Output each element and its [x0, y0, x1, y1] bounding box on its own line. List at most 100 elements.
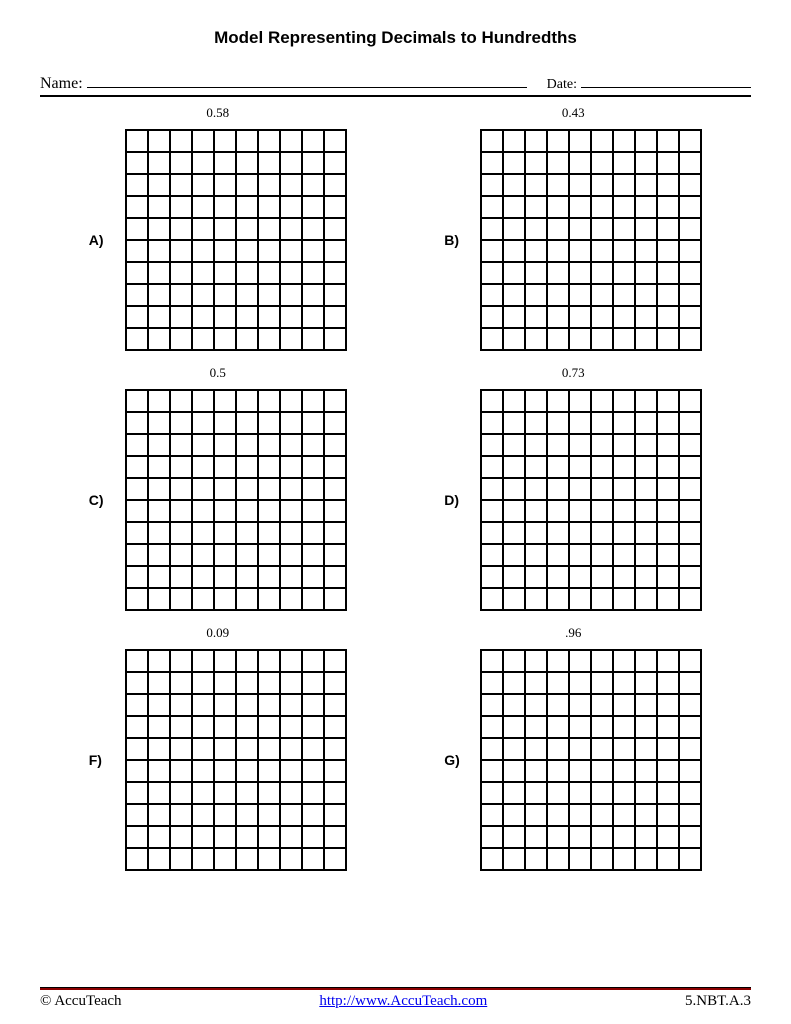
grid-cell [126, 738, 148, 760]
grid-cell [591, 716, 613, 738]
grid-cell [192, 306, 214, 328]
grid-cell [192, 782, 214, 804]
grid-cell [547, 544, 569, 566]
grid-cell [302, 522, 324, 544]
grid-cell [170, 196, 192, 218]
grid-cell [258, 544, 280, 566]
grid-cell [324, 262, 346, 284]
grid-cell [324, 672, 346, 694]
grid-cell [481, 306, 503, 328]
grid-cell [192, 284, 214, 306]
grid-cell [170, 306, 192, 328]
grid-cell [525, 130, 547, 152]
grid-cell [236, 672, 258, 694]
grid-cell [324, 412, 346, 434]
grid-cell [148, 152, 170, 174]
problem-body: C) [89, 389, 347, 611]
grid-cell [170, 522, 192, 544]
grid-cell [192, 566, 214, 588]
grid-cell [679, 738, 701, 760]
grid-cell [525, 284, 547, 306]
problem: 0.73D) [396, 365, 752, 611]
grid-cell [236, 650, 258, 672]
grid-cell [170, 760, 192, 782]
grid-cell [569, 478, 591, 500]
grid-cell [324, 328, 346, 350]
grid-cell [324, 848, 346, 870]
grid-cell [170, 738, 192, 760]
grid-cell [148, 782, 170, 804]
grid-cell [613, 522, 635, 544]
grid-cell [679, 650, 701, 672]
name-input-line[interactable] [87, 70, 527, 88]
grid-cell [170, 152, 192, 174]
grid-cell [657, 782, 679, 804]
grid-cell [503, 672, 525, 694]
grid-cell [192, 672, 214, 694]
grid-cell [236, 130, 258, 152]
grid-cell [591, 262, 613, 284]
grid-cell [613, 804, 635, 826]
grid-cell [657, 284, 679, 306]
grid-cell [613, 240, 635, 262]
grid-cell [657, 412, 679, 434]
grid-cell [192, 500, 214, 522]
grid-cell [635, 284, 657, 306]
grid-cell [569, 566, 591, 588]
grid-cell [236, 284, 258, 306]
page-title: Model Representing Decimals to Hundredth… [40, 28, 751, 48]
grid-cell [258, 218, 280, 240]
problem: 0.43B) [396, 105, 752, 351]
grid-cell [192, 738, 214, 760]
grid-cell [214, 434, 236, 456]
grid-cell [258, 694, 280, 716]
date-input-line[interactable] [581, 70, 751, 88]
grid-cell [503, 174, 525, 196]
grid-cell [214, 650, 236, 672]
grid-cell [236, 262, 258, 284]
grid-cell [591, 284, 613, 306]
grid-cell [569, 218, 591, 240]
problem-letter: G) [444, 752, 480, 768]
grid-cell [635, 804, 657, 826]
grid-cell [148, 306, 170, 328]
grid-cell [302, 544, 324, 566]
grid-cell [148, 694, 170, 716]
grid-cell [280, 804, 302, 826]
grid-cell [481, 284, 503, 306]
grid-cell [481, 434, 503, 456]
grid-cell [214, 390, 236, 412]
grid-cell [591, 804, 613, 826]
grid-cell [214, 306, 236, 328]
grid-cell [569, 760, 591, 782]
grid-cell [679, 500, 701, 522]
grid-cell [503, 566, 525, 588]
grid-cell [148, 196, 170, 218]
grid-cell [214, 196, 236, 218]
grid-cell [192, 588, 214, 610]
grid-cell [547, 588, 569, 610]
grid-cell [302, 738, 324, 760]
footer-link[interactable]: http://www.AccuTeach.com [319, 993, 487, 1010]
grid-cell [503, 456, 525, 478]
grid-cell [236, 782, 258, 804]
grid-cell [481, 650, 503, 672]
grid-cell [547, 262, 569, 284]
grid-cell [148, 262, 170, 284]
grid-cell [236, 500, 258, 522]
grid-cell [170, 174, 192, 196]
grid-cell [258, 306, 280, 328]
grid-cell [236, 328, 258, 350]
grid-cell [148, 130, 170, 152]
grid-cell [258, 152, 280, 174]
grid-cell [525, 218, 547, 240]
grid-cell [214, 284, 236, 306]
grid-cell [591, 240, 613, 262]
grid-cell [503, 196, 525, 218]
grid-cell [547, 390, 569, 412]
name-label: Name: [40, 75, 83, 93]
grid-cell [214, 500, 236, 522]
grid-cell [569, 412, 591, 434]
grid-cell [324, 174, 346, 196]
grid-cell [547, 196, 569, 218]
